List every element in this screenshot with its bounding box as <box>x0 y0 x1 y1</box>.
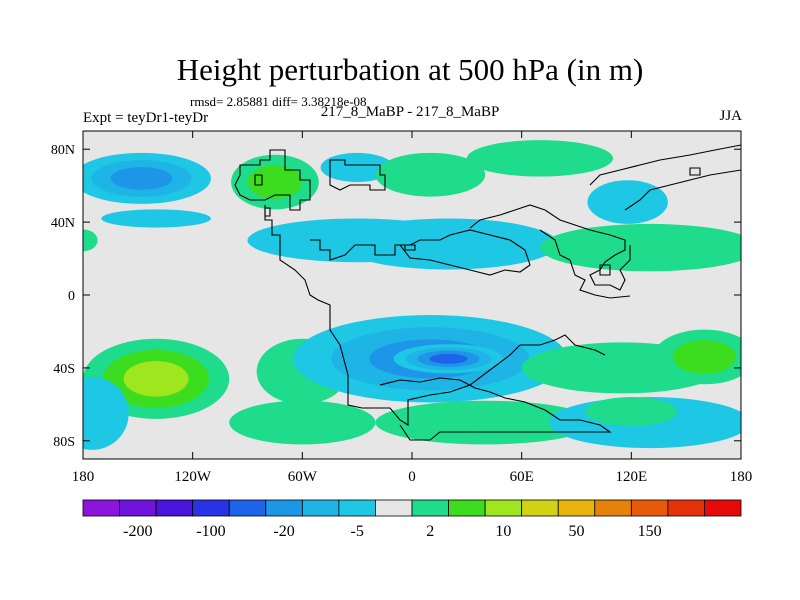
anomaly-21-level-1 <box>585 397 678 427</box>
y-tick-label: 80N <box>51 143 75 158</box>
y-tick-label: 0 <box>68 289 75 304</box>
colorbar-label: -20 <box>273 523 294 540</box>
coastline-north-2 <box>329 159 386 191</box>
coastline-asia-north <box>624 169 741 211</box>
colorbar-label: -5 <box>351 523 364 540</box>
colorbar-box <box>119 499 157 517</box>
colorbar-box <box>448 499 486 517</box>
coastline-asia-east <box>589 144 741 186</box>
coastline-island-2 <box>404 244 416 251</box>
anomaly-9-level-1 <box>539 223 741 272</box>
coastline-island-5 <box>254 174 263 186</box>
anomaly-0-level-3 <box>110 167 173 190</box>
colorbar-box <box>301 499 340 517</box>
colorbar-label: 2 <box>426 523 434 540</box>
coastline-north-3 <box>310 229 531 276</box>
anomaly-16-level-2 <box>672 340 736 374</box>
x-tick-label: 120E <box>615 469 647 485</box>
colorbar-box <box>155 499 194 517</box>
coastline-asia-south <box>539 229 631 299</box>
anomaly-10-level-1 <box>83 229 98 252</box>
x-tick-label: 60W <box>288 469 318 485</box>
anomaly-8-level-1 <box>338 218 559 270</box>
colorbar-box <box>557 499 596 517</box>
colorbar-box <box>667 499 705 517</box>
colorbar-box <box>82 499 120 517</box>
colorbar-label: 50 <box>569 523 585 540</box>
anomaly-11-level-3 <box>123 361 189 397</box>
colorbar-box <box>338 499 376 517</box>
chart-title: Height perturbation at 500 hPa (in m) <box>176 52 644 87</box>
colorbar-box <box>521 499 559 517</box>
colorbar-label: -200 <box>123 523 152 540</box>
anomaly-6-level-1 <box>587 180 668 224</box>
coastline-island-1 <box>599 264 611 276</box>
coastline-eurasia <box>469 204 631 291</box>
coastline-south <box>379 377 612 441</box>
colorbar-label: -100 <box>196 523 225 540</box>
anomaly-1-level-1 <box>101 209 211 228</box>
experiment-label: Expt = teyDr1-teyDr <box>83 110 209 126</box>
colorbar-box <box>630 499 669 517</box>
season-label: JJA <box>719 108 742 124</box>
x-tick-label: 0 <box>408 469 416 485</box>
x-tick-label: 180 <box>72 469 95 485</box>
case-label: 217_8_MaBP - 217_8_MaBP <box>320 104 500 120</box>
anomaly-14-level-4 <box>429 353 468 364</box>
anomaly-2-level-2 <box>247 165 302 199</box>
coastline-north-america <box>264 205 606 426</box>
y-tick-label: 80S <box>53 435 75 450</box>
colorbar-box <box>375 499 413 517</box>
colorbar-box <box>265 499 303 517</box>
colorbar-box <box>228 499 267 517</box>
anomaly-4-level-1 <box>375 152 486 197</box>
anomaly-17-level-1 <box>83 377 129 450</box>
coastline-island-4 <box>264 207 271 217</box>
colorbar-label: 10 <box>495 523 511 540</box>
rmsd-label: rmsd= 2.85881 diff= 3.38218e-08 <box>190 94 367 109</box>
x-tick-label: 180 <box>730 469 753 485</box>
anomaly-5-level-1 <box>466 140 614 177</box>
x-tick-label: 60E <box>510 469 534 485</box>
coastline-island-3 <box>689 167 701 176</box>
colorbar-box <box>411 499 449 517</box>
colorbar-box <box>704 499 742 517</box>
colorbar-box <box>594 499 632 517</box>
colorbar-box <box>192 499 230 517</box>
y-tick-label: 40S <box>53 362 75 377</box>
anomaly-19-level-1 <box>375 400 595 445</box>
y-tick-label: 40N <box>51 216 75 231</box>
colorbar-label: 150 <box>638 523 662 540</box>
anomaly-18-level-1 <box>229 400 376 445</box>
x-tick-label: 120W <box>174 469 212 485</box>
coastline-north-1 <box>234 149 311 211</box>
colorbar-box <box>484 499 523 517</box>
